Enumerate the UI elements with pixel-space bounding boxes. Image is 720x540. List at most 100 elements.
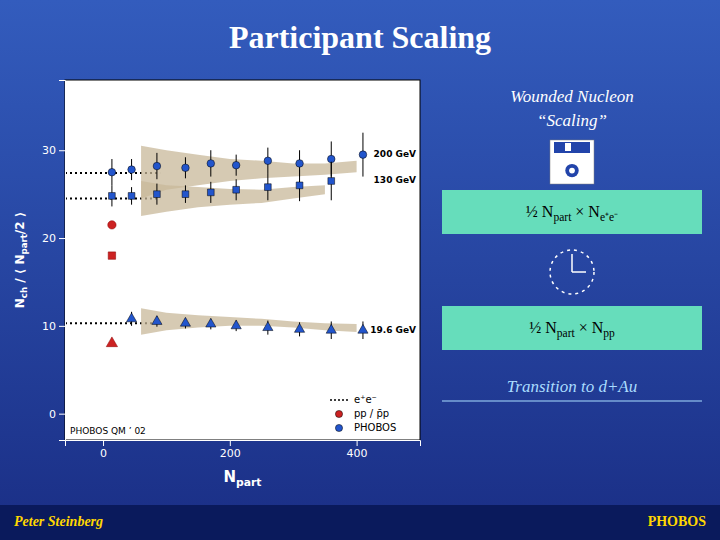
data-point bbox=[294, 323, 304, 332]
tick-label: 30 bbox=[42, 144, 56, 157]
plot-data bbox=[65, 133, 368, 347]
icon-part bbox=[554, 142, 590, 153]
text-part: ½ N bbox=[526, 203, 554, 220]
panel-text: “Scaling” bbox=[537, 111, 607, 130]
icon-part bbox=[565, 143, 571, 151]
data-point bbox=[326, 324, 336, 333]
data-point bbox=[358, 324, 368, 333]
data-point bbox=[108, 168, 116, 176]
band bbox=[141, 181, 325, 216]
x-axis: 0 200 400 bbox=[66, 440, 421, 460]
footer-text: PHOBOS bbox=[648, 514, 707, 529]
tick-label: 200 bbox=[220, 447, 241, 460]
title: Participant Scaling bbox=[229, 19, 491, 55]
tick-mark bbox=[103, 440, 104, 446]
data-point bbox=[233, 186, 240, 193]
tick: 400 bbox=[347, 440, 368, 460]
series-label: 200 GeV bbox=[374, 149, 416, 159]
panel-text: Wounded Nucleon bbox=[510, 87, 634, 106]
tick-label: 0 bbox=[100, 447, 107, 460]
plot-frame bbox=[65, 80, 420, 440]
data-point bbox=[296, 182, 303, 189]
text-part: part bbox=[19, 234, 29, 254]
text-part: part bbox=[236, 476, 262, 489]
data-point bbox=[152, 316, 162, 325]
tick: 30 bbox=[42, 144, 65, 157]
text-part: pp bbox=[603, 327, 615, 340]
text-part: e⁺e⁻ bbox=[600, 211, 618, 223]
data-point bbox=[328, 178, 335, 185]
text-part: part bbox=[553, 211, 572, 224]
text-part: × N bbox=[575, 319, 604, 336]
tick: 0 bbox=[49, 408, 65, 421]
icon-part bbox=[565, 164, 578, 177]
formula: ½ Npart × Ne⁺e⁻ bbox=[526, 203, 618, 224]
plot-background bbox=[65, 80, 420, 440]
data-point bbox=[232, 161, 240, 169]
band bbox=[141, 308, 357, 334]
y-axis-title: Nch / ⟨ Npart/2 ⟩ bbox=[13, 212, 29, 309]
legend-item: e⁺e⁻ bbox=[330, 394, 377, 405]
tick: 200 bbox=[220, 440, 241, 460]
data-point bbox=[206, 318, 216, 327]
text-part: part bbox=[557, 327, 576, 340]
chart: Participant Scaling02004000102030NpartNc… bbox=[0, 0, 720, 540]
disk-icon bbox=[550, 140, 594, 184]
data-point bbox=[296, 160, 304, 168]
text-part: × N bbox=[571, 203, 600, 220]
legend-label: PHOBOS bbox=[354, 422, 396, 433]
x-axis-title: Npart bbox=[223, 468, 261, 489]
data-point bbox=[265, 184, 272, 191]
series-label: 130 GeV bbox=[374, 175, 416, 185]
tick: 20 bbox=[42, 232, 65, 245]
data-point bbox=[207, 160, 215, 168]
data-point bbox=[180, 317, 190, 326]
data-point bbox=[109, 193, 116, 200]
formula: ½ Npart × Npp bbox=[529, 319, 615, 340]
data-point bbox=[154, 191, 161, 198]
tick-mark bbox=[59, 326, 65, 327]
legend-item: pp / p̄p bbox=[335, 408, 389, 419]
tick-mark bbox=[59, 238, 65, 239]
data-point bbox=[128, 193, 135, 200]
panel-text: Transition to d+Au bbox=[507, 377, 638, 396]
legend-symbol bbox=[335, 424, 342, 431]
text-part: ½ N bbox=[529, 319, 557, 336]
chart-container: Participant Scaling02004000102030NpartNc… bbox=[0, 0, 720, 540]
data-point bbox=[128, 166, 136, 174]
tick-label: 20 bbox=[42, 232, 56, 245]
legend-symbol bbox=[330, 399, 348, 401]
data-point bbox=[263, 322, 273, 331]
tick-mark bbox=[59, 414, 65, 415]
text-part: N bbox=[13, 298, 27, 308]
underline bbox=[442, 400, 702, 401]
data-point bbox=[126, 313, 136, 322]
pp-point bbox=[108, 221, 116, 229]
footer-bar bbox=[0, 505, 720, 540]
data-point bbox=[182, 191, 189, 198]
text-part: N bbox=[223, 468, 236, 486]
data-point bbox=[264, 157, 272, 165]
formula-box bbox=[442, 306, 702, 350]
pp-point bbox=[106, 337, 117, 347]
legend-label: pp / p̄p bbox=[354, 408, 389, 419]
y-axis: 0102030 bbox=[42, 81, 66, 441]
data-point bbox=[153, 162, 161, 170]
series-label: 19.6 GeV bbox=[370, 325, 416, 335]
text-part: ch bbox=[19, 287, 29, 298]
legend-symbol bbox=[335, 410, 342, 417]
legend-label: e⁺e⁻ bbox=[354, 394, 377, 405]
tick-mark bbox=[59, 150, 65, 151]
legend: e⁺e⁻ pp / p̄p PHOBOS bbox=[330, 394, 396, 433]
text-part: / ⟨ N bbox=[13, 255, 27, 287]
data-point bbox=[182, 164, 190, 172]
tick-label: 0 bbox=[49, 408, 56, 421]
icon-part bbox=[550, 250, 594, 294]
background bbox=[0, 0, 720, 540]
pp-point bbox=[108, 252, 115, 259]
icon-part bbox=[571, 254, 573, 272]
clock-icon bbox=[550, 250, 594, 294]
data-point bbox=[207, 189, 214, 196]
data-point bbox=[359, 151, 367, 159]
tick-label: 400 bbox=[347, 447, 368, 460]
